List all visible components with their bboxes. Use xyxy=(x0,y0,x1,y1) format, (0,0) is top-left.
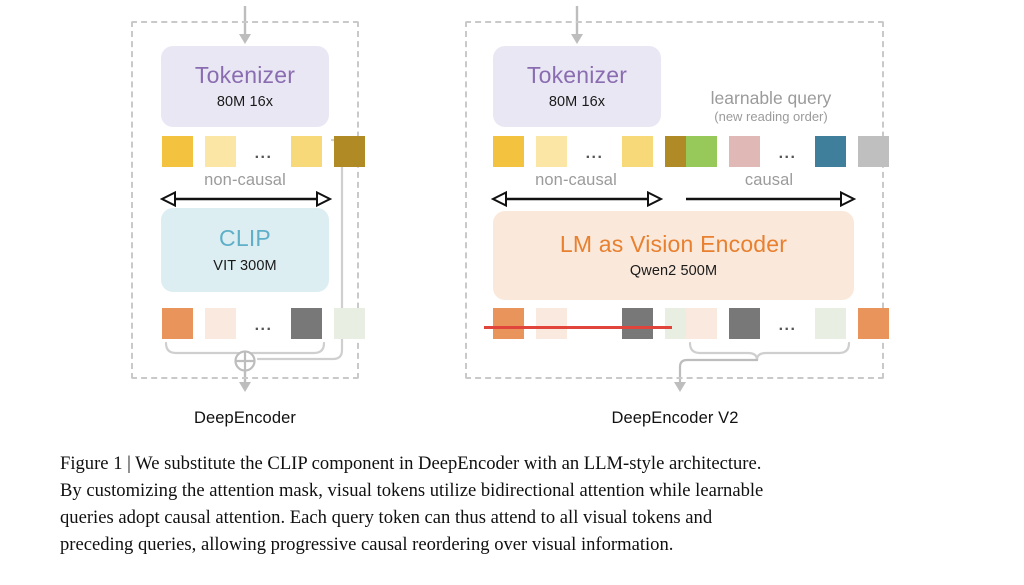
token-swatch xyxy=(205,308,236,339)
output-arrow-right-icon xyxy=(674,382,686,392)
label-non-causal-right: non-causal xyxy=(535,171,617,189)
token-swatch xyxy=(162,136,193,167)
token-swatch xyxy=(815,308,846,339)
module-title: LM as Vision Encoder xyxy=(559,230,788,257)
token-row-left-visual: ... xyxy=(162,136,365,167)
caption-deepencoder-v2: DeepEncoder V2 xyxy=(611,409,739,427)
discard-strikethrough xyxy=(484,326,672,329)
token-row-right-reordered: ... xyxy=(686,308,889,339)
token-swatch xyxy=(858,308,889,339)
bidirectional-arrow-right-icon xyxy=(491,190,663,208)
token-row-right-query: ... xyxy=(686,136,889,167)
module-subtitle: VIT 300M xyxy=(213,257,277,274)
token-ellipsis: ... xyxy=(585,144,604,162)
module-clip[interactable]: CLIP VIT 300M xyxy=(161,208,329,292)
right-arrow-causal-icon xyxy=(686,190,856,208)
module-title: CLIP xyxy=(219,225,271,252)
learnable-query-subtitle: (new reading order) xyxy=(714,109,828,125)
module-subtitle: 80M 16x xyxy=(216,94,274,111)
label-causal: causal xyxy=(744,171,794,189)
token-swatch xyxy=(334,136,365,167)
token-row-right-visual: ... xyxy=(493,136,696,167)
caption-line: Figure 1 | We substitute the CLIP compon… xyxy=(60,453,762,474)
module-tokenizer-left[interactable]: Tokenizer 80M 16x xyxy=(161,46,329,127)
caption-line: preceding queries, allowing progressive … xyxy=(60,534,674,556)
token-swatch xyxy=(162,308,193,339)
token-swatch xyxy=(291,136,322,167)
token-spacer xyxy=(579,308,610,339)
token-swatch xyxy=(815,136,846,167)
token-swatch xyxy=(536,308,567,339)
module-subtitle: 80M 16x xyxy=(548,94,606,111)
token-swatch xyxy=(205,136,236,167)
token-swatch xyxy=(493,308,524,339)
module-tokenizer-right[interactable]: Tokenizer 80M 16x xyxy=(493,46,661,127)
bidirectional-arrow-left-icon xyxy=(160,190,332,208)
figure-caption: Figure 1 | We substitute the CLIP compon… xyxy=(60,450,965,559)
token-swatch xyxy=(686,136,717,167)
token-swatch xyxy=(536,136,567,167)
token-swatch xyxy=(858,136,889,167)
caption-line: By customizing the attention mask, visua… xyxy=(60,480,764,502)
token-row-right-discarded xyxy=(493,308,696,339)
module-subtitle: Qwen2 500M xyxy=(629,263,718,280)
token-swatch xyxy=(729,136,760,167)
module-title: Tokenizer xyxy=(194,61,296,88)
panel-deepencoder-v2 xyxy=(465,21,884,379)
token-swatch xyxy=(622,308,653,339)
token-swatch xyxy=(334,308,365,339)
token-ellipsis: ... xyxy=(254,316,273,334)
token-ellipsis: ... xyxy=(778,144,797,162)
token-swatch xyxy=(729,308,760,339)
panel-deepencoder xyxy=(131,21,359,379)
token-ellipsis: ... xyxy=(254,144,273,162)
token-swatch xyxy=(291,308,322,339)
learnable-query-title: learnable query xyxy=(710,88,832,108)
token-row-left-output: ... xyxy=(162,308,365,339)
label-non-causal-left: non-causal xyxy=(204,171,286,189)
caption-deepencoder: DeepEncoder xyxy=(193,409,296,427)
module-title: Tokenizer xyxy=(526,61,628,88)
token-ellipsis: ... xyxy=(778,316,797,334)
module-lm-vision-encoder[interactable]: LM as Vision Encoder Qwen2 500M xyxy=(493,211,854,300)
caption-line: queries adopt causal attention. Each que… xyxy=(60,507,713,529)
label-learnable-query: learnable query (new reading order) xyxy=(676,88,866,125)
token-swatch xyxy=(493,136,524,167)
token-swatch xyxy=(686,308,717,339)
token-swatch xyxy=(622,136,653,167)
